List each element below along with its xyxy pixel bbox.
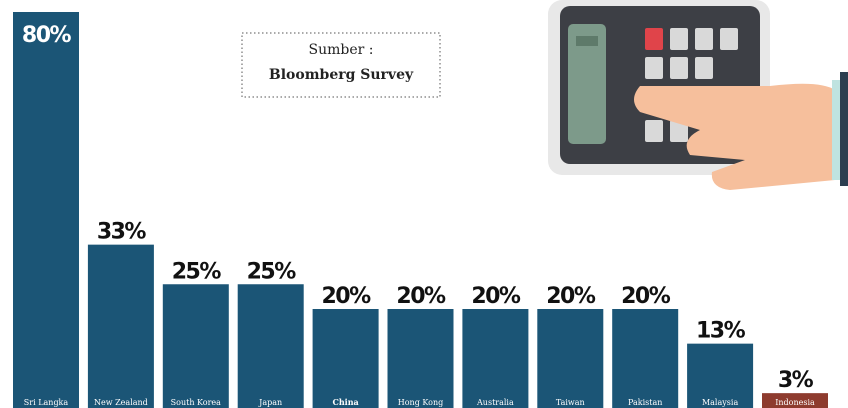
value-label: 20% <box>471 284 521 309</box>
source: Bloomberg Survey <box>269 67 414 83</box>
value-label: 13% <box>696 319 746 344</box>
bar <box>87 244 154 408</box>
value-label: 80% <box>22 23 72 48</box>
bar <box>312 309 379 408</box>
value-label: 3% <box>778 368 814 393</box>
value-label: 25% <box>247 259 297 284</box>
x-tick-label: Hong Kong <box>398 398 443 407</box>
bar <box>162 284 229 408</box>
calculator-illustration <box>548 0 848 190</box>
value-label: 20% <box>621 284 671 309</box>
value-label: 20% <box>396 284 446 309</box>
x-tick-label: Australia <box>476 398 514 407</box>
value-label: 25% <box>172 259 222 284</box>
value-label: 20% <box>322 284 372 309</box>
bar <box>537 309 604 408</box>
source-box: Sumber : Bloomberg Survey <box>241 32 441 98</box>
bar <box>462 309 529 408</box>
x-tick-label: Sri Langka <box>24 398 69 407</box>
x-tick-label: Malaysia <box>702 398 738 407</box>
x-tick-label: Taiwan <box>556 398 585 407</box>
bar <box>687 343 754 408</box>
x-tick-label: Indonesia <box>775 398 815 407</box>
bar <box>387 309 454 408</box>
x-tick-label: South Korea <box>171 398 221 407</box>
bar <box>237 284 304 408</box>
value-label: 20% <box>546 284 596 309</box>
value-label: 33% <box>97 220 147 245</box>
bar <box>13 12 79 408</box>
x-tick-label: Pakistan <box>628 398 662 407</box>
bar <box>612 309 679 408</box>
bar <box>762 393 828 408</box>
x-tick-label: Japan <box>258 398 282 407</box>
x-tick-label: China <box>332 397 358 407</box>
source-label: Sumber : <box>309 42 374 58</box>
x-tick-label: New Zealand <box>94 398 148 407</box>
